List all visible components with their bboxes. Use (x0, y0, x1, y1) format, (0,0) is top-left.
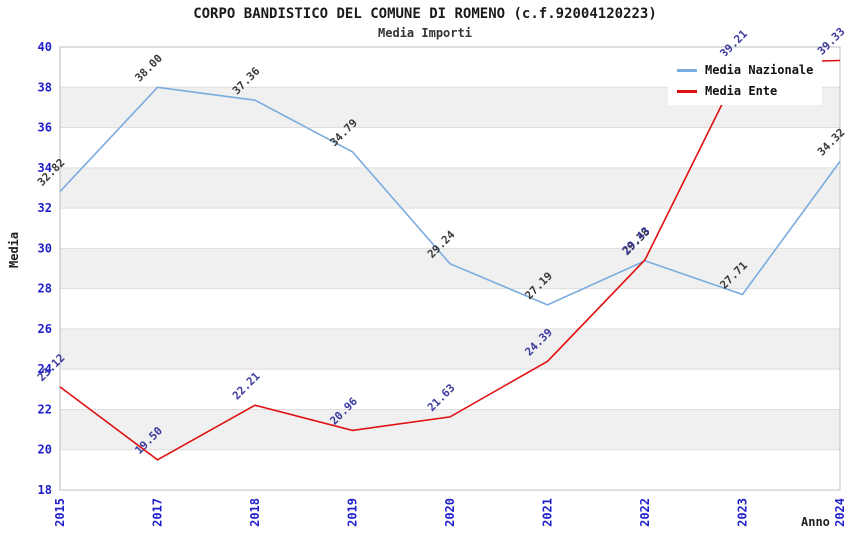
series-line-media-ente (59, 59, 841, 461)
y-tick-label: 28 (38, 282, 52, 296)
y-tick-label: 26 (38, 322, 52, 336)
x-tick-label: 2017 (151, 498, 165, 527)
y-tick-label: 20 (38, 443, 52, 457)
legend-label: Media Nazionale (705, 63, 814, 77)
legend-line-swatch-nazionale (677, 68, 697, 72)
background-band (60, 328, 840, 370)
y-tick-label: 40 (38, 40, 52, 54)
y-tick-label: 32 (38, 201, 52, 215)
x-axis-title: Anno (801, 515, 830, 529)
legend-item-media-nazionale: Media Nazionale (677, 64, 813, 76)
y-tick-label: 18 (38, 483, 52, 497)
background-band (60, 127, 840, 168)
series-line-media-nazionale (59, 86, 841, 306)
x-tick-label: 2024 (833, 498, 847, 527)
legend-line-swatch-ente (677, 89, 697, 93)
y-axis-title: Media (7, 231, 21, 268)
y-tick-label: 34 (38, 161, 52, 175)
legend: Media Nazionale Media Ente (668, 56, 823, 105)
background-band (60, 369, 840, 410)
chart-subtitle: Media Importi (378, 26, 472, 40)
legend-label: Media Ente (705, 84, 778, 98)
legend-item-media-ente: Media Ente (677, 85, 813, 97)
background-band (60, 208, 840, 249)
plot-border (59, 46, 841, 491)
x-tick-label: 2021 (541, 498, 555, 527)
x-tick-label: 2022 (638, 498, 652, 527)
y-tick-label: 38 (38, 80, 52, 94)
y-tick-label: 24 (38, 362, 52, 376)
background-band (60, 449, 840, 490)
background-band (60, 248, 840, 289)
x-tick-label: 2015 (53, 498, 67, 527)
x-tick-label: 2023 (736, 498, 750, 527)
y-tick-label: 36 (38, 121, 52, 135)
x-tick-label: 2018 (248, 498, 262, 527)
background-band (60, 167, 840, 209)
x-tick-label: 2019 (346, 498, 360, 527)
y-tick-label: 22 (38, 402, 52, 416)
x-tick-label: 2020 (443, 498, 457, 527)
background-band (60, 409, 840, 450)
background-band (60, 288, 840, 329)
chart-title: CORPO BANDISTICO DEL COMUNE DI ROMENO (c… (193, 6, 657, 22)
y-tick-label: 30 (38, 241, 52, 255)
